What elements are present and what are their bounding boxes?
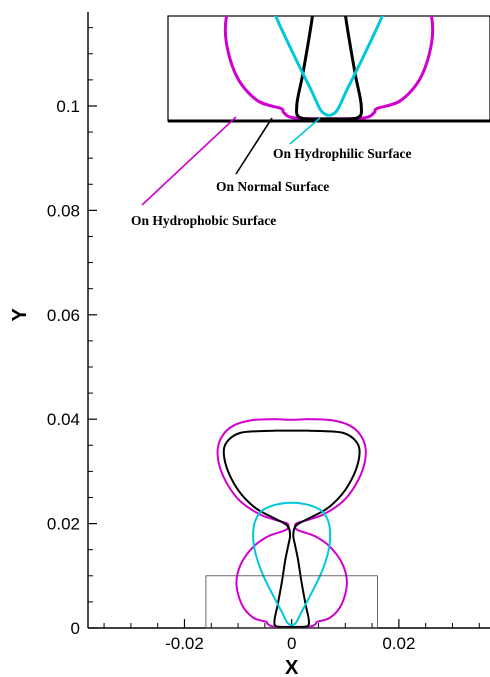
leader-on-hydrophilic-surface bbox=[289, 117, 321, 145]
curve-on-hydrophobic-surface bbox=[216, 418, 367, 628]
leader-on-normal-surface bbox=[235, 117, 273, 175]
inset-zoom-panel bbox=[167, 15, 490, 123]
y-tick-label: 0.08 bbox=[47, 201, 80, 220]
inset-frame bbox=[167, 15, 490, 122]
y-tick-label: 0.1 bbox=[56, 97, 80, 116]
label-on-hydrophobic-surface: On Hydrophobic Surface bbox=[131, 213, 276, 228]
inset-curve-on-hydrophilic-surface bbox=[274, 16, 384, 118]
x-tick-label: -0.02 bbox=[165, 634, 204, 653]
x-tick-label: 0 bbox=[287, 634, 296, 653]
axes-frame: 0 0.02 0.04 0.06 0.08 0.1 -0.02 0 0.02 bbox=[47, 12, 490, 653]
y-axis-title: Y bbox=[9, 307, 31, 321]
y-tick-label: 0.02 bbox=[47, 515, 80, 534]
label-on-hydrophilic-surface: On Hydrophilic Surface bbox=[273, 146, 412, 161]
zoom-region-box bbox=[205, 575, 378, 629]
y-tick-label: 0.04 bbox=[47, 410, 80, 429]
y-tick-label: 0 bbox=[71, 619, 80, 638]
x-axis-title: X bbox=[285, 657, 299, 677]
y-tick-label: 0.06 bbox=[47, 306, 80, 325]
annotations: On Hydrophilic Surface On Normal Surface O… bbox=[131, 116, 412, 228]
label-on-normal-surface: On Normal Surface bbox=[216, 179, 329, 194]
x-tick-label: 0.02 bbox=[382, 634, 415, 653]
leader-on-hydrophobic-surface bbox=[141, 116, 237, 206]
main-plot-curves bbox=[216, 418, 367, 629]
curve-on-hydrophilic-surface bbox=[252, 501, 332, 627]
curve-on-normal-surface bbox=[222, 429, 361, 629]
inset-curves bbox=[223, 16, 435, 121]
